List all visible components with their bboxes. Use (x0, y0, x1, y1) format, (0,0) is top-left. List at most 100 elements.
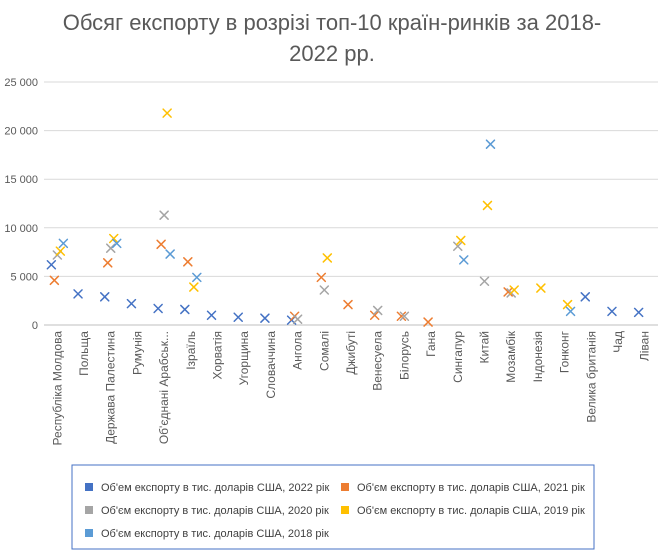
x-category-label: Чад (611, 331, 625, 353)
x-category-label: Ізраїль (184, 331, 198, 370)
legend-border (71, 464, 595, 550)
data-point (565, 306, 576, 317)
x-category-label: Велика британія (584, 331, 598, 423)
data-point (482, 200, 493, 211)
legend-swatch (85, 506, 93, 514)
legend-label: Об'єм експорту в тис. доларів США, 2018 … (101, 528, 329, 540)
data-point (316, 272, 327, 283)
data-points (46, 108, 644, 327)
data-point (607, 306, 617, 317)
x-category-label: Індонезія (531, 331, 545, 382)
x-category-label: Польща (77, 331, 91, 376)
legend: Об'ем експорту в тис. доларів США, 2022 … (71, 464, 595, 550)
chart-title-line-1: Обсяг експорту в розрізі топ-10 країн-ри… (63, 10, 602, 35)
data-point (536, 283, 546, 293)
data-point (58, 238, 69, 249)
x-category-label: Венесуела (371, 331, 385, 391)
x-category-label: Ангола (291, 331, 305, 370)
data-point (55, 246, 66, 256)
data-point (343, 299, 353, 310)
data-point (108, 233, 119, 244)
x-category-label: Угорщина (237, 331, 251, 386)
legend-label: Об'єм експорту в тис. доларів США, 2021 … (357, 482, 585, 494)
x-category-label: Держава Палестина (104, 331, 118, 444)
y-tick-label: 20 000 (4, 126, 38, 138)
data-point (49, 275, 60, 286)
legend-item: Об'ем експорту в тис. доларів США, 2022 … (85, 482, 329, 494)
data-point (73, 289, 83, 299)
data-point (292, 314, 303, 324)
legend-item: Об'єм експорту в тис. доларів США, 2020 … (85, 505, 329, 517)
data-point (159, 210, 169, 220)
x-category-label: Сингапур (451, 331, 465, 383)
legend-label: Об'ем експорту в тис. доларів США, 2022 … (101, 482, 329, 494)
gridlines (44, 81, 658, 326)
data-point (206, 310, 217, 321)
data-point (183, 257, 193, 267)
data-point (322, 253, 333, 263)
x-category-label: Республіка Молдова (50, 331, 64, 446)
y-tick-label: 15 000 (4, 174, 38, 186)
x-category-label: Словаччина (264, 331, 278, 399)
y-tick-label: 0 (32, 320, 38, 332)
data-point (105, 243, 116, 253)
data-point (459, 255, 469, 265)
data-point (372, 305, 383, 316)
x-axis: Республіка Молдова Польща Держава Палестин… (50, 330, 651, 445)
legend-item: Об'єм експорту в тис. доларів США, 2021 … (341, 482, 585, 494)
legend-item: Об'єм експорту в тис. доларів США, 2018 … (85, 528, 329, 540)
data-point (396, 311, 407, 322)
chart-title: Обсяг експорту в розрізі топ-10 країн-ри… (63, 10, 602, 66)
data-point (99, 292, 110, 302)
data-point (453, 241, 463, 252)
data-point (423, 317, 433, 327)
data-point (509, 285, 519, 295)
x-category-label: Хорватія (211, 331, 225, 380)
data-point (479, 276, 490, 287)
data-point (233, 312, 243, 322)
data-point (633, 307, 644, 318)
data-point (162, 108, 172, 118)
legend-item: Об'єм експорту в тис. доларів США, 2019 … (341, 505, 585, 517)
y-tick-label: 5 000 (10, 271, 38, 283)
legend-swatch (85, 529, 93, 537)
chart-title-line-2: 2022 рр. (289, 41, 375, 66)
data-point (189, 282, 199, 292)
x-category-label: Об'єднані Арабськ... (157, 331, 171, 444)
data-point (46, 259, 57, 270)
legend-swatch (341, 483, 349, 491)
x-category-label: Гонконг (558, 330, 572, 373)
data-point (102, 258, 113, 268)
data-point (399, 311, 410, 322)
legend-label: Об'єм експорту в тис. доларів США, 2020 … (101, 505, 329, 517)
y-axis: 0 5 000 10 000 15 000 20 000 25 000 (4, 77, 38, 332)
x-category-label: Ліван (638, 331, 652, 361)
x-category-label: Мозамбік (504, 330, 518, 383)
data-point (580, 292, 591, 302)
data-point (562, 299, 573, 310)
legend-label: Об'єм експорту в тис. доларів США, 2019 … (357, 505, 585, 517)
data-point (156, 239, 166, 250)
data-point (126, 298, 137, 309)
x-category-label: Білорусь (397, 331, 411, 380)
data-point (503, 287, 513, 297)
data-point (319, 285, 330, 295)
data-point (456, 235, 466, 246)
y-tick-label: 25 000 (4, 77, 38, 89)
data-point (111, 238, 122, 249)
data-point (260, 313, 270, 323)
data-point (485, 139, 496, 149)
data-point (165, 249, 175, 259)
data-point (192, 272, 202, 283)
data-point (369, 310, 380, 321)
y-tick-label: 10 000 (4, 223, 38, 235)
x-category-label: Джибуті (344, 331, 358, 375)
legend-swatch (341, 506, 349, 514)
data-point (180, 304, 190, 315)
legend-swatch (85, 483, 93, 491)
data-point (153, 303, 163, 314)
x-category-label: Гана (424, 331, 438, 357)
x-category-label: Румунія (130, 331, 144, 375)
